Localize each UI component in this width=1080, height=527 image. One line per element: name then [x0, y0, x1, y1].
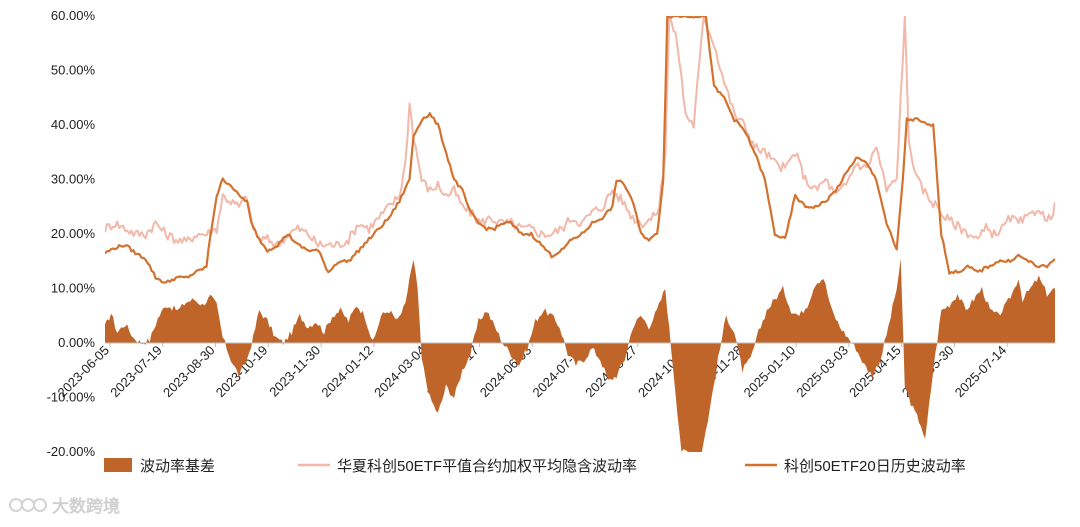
x-tick-label: 2025-07-14 [952, 343, 1010, 401]
y-tick-label: 20.00% [51, 226, 96, 241]
series-basis-area [105, 258, 1055, 452]
y-tick-label: 0.00% [58, 335, 95, 350]
legend: 波动率基差 华夏科创50ETF平值合约加权平均隐含波动率 科创50ETF20日历… [104, 458, 966, 475]
legend-label-basis: 波动率基差 [140, 458, 215, 475]
x-tick-label: 2024-06-03 [477, 343, 535, 401]
y-tick-label: 30.00% [51, 172, 96, 187]
y-tick-label: -10.00% [47, 390, 96, 405]
watermark-text: 大数跨境 [52, 496, 120, 516]
plot-area [105, 16, 1055, 452]
x-tick-label: 2023-08-30 [160, 343, 218, 401]
watermark: 大数跨境 [9, 496, 120, 516]
legend-swatch-basis [104, 458, 132, 472]
y-tick-label: 50.00% [51, 63, 96, 78]
y-tick-label: 60.00% [51, 8, 96, 23]
y-axis-ticks: 60.00% 50.00% 40.00% 30.00% 20.00% 10.00% 0.00… [47, 8, 96, 459]
legend-label-implied: 华夏科创50ETF平值合约加权平均隐含波动率 [337, 458, 637, 475]
legend-label-historical: 科创50ETF20日历史波动率 [784, 458, 966, 475]
y-tick-label: -20.00% [47, 444, 96, 459]
x-tick-label: 2025-03-03 [793, 343, 851, 401]
x-tick-label: 2023-07-19 [107, 343, 165, 401]
series-historical-line [105, 16, 1055, 284]
y-tick-label: 10.00% [51, 281, 96, 296]
y-tick-label: 40.00% [51, 117, 96, 132]
x-tick-label: 2023-11-30 [266, 343, 323, 400]
series-implied-line [105, 16, 1055, 249]
x-tick-label: 2024-03-04 [371, 343, 429, 401]
watermark-logo-icon [9, 498, 47, 512]
x-tick-label: 2024-01-12 [318, 343, 376, 401]
